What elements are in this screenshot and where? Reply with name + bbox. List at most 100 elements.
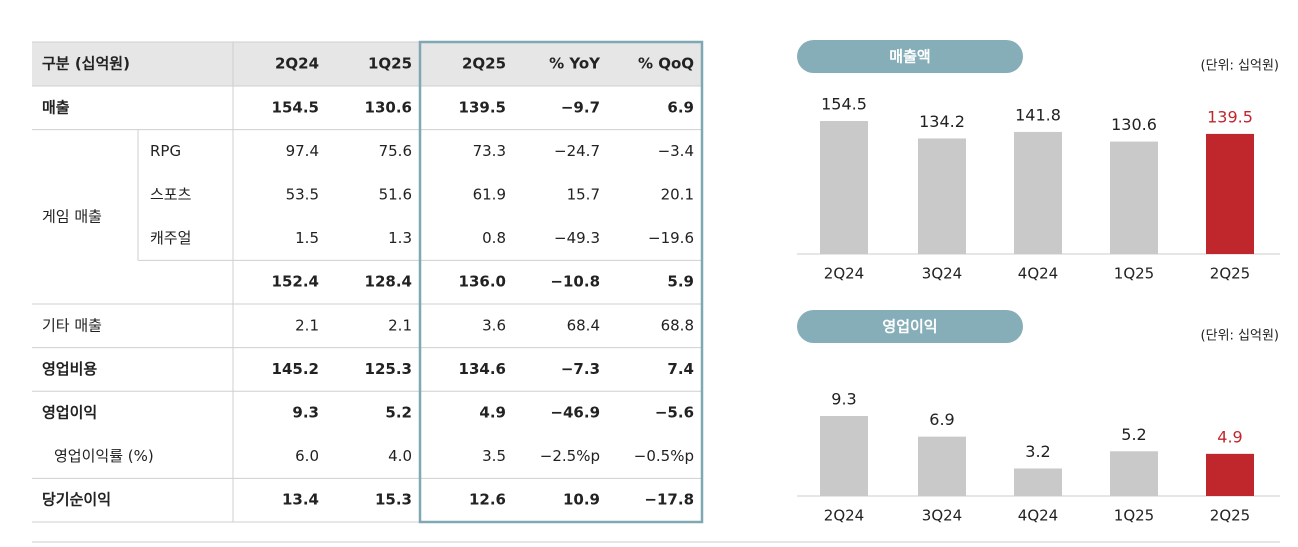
cell: 125.3 [365,360,412,378]
row-label: 영업비용 [42,360,97,378]
cell: 68.4 [567,316,600,334]
cell: 15.7 [567,186,600,204]
cell: 145.2 [272,360,319,378]
header-bg [32,42,702,86]
row-label: 캐주얼 [150,229,191,247]
x-tick-label: 3Q24 [922,507,962,525]
value-label: 134.2 [919,112,965,131]
header-cell: 1Q25 [368,55,412,73]
row-label: 매출 [42,98,70,116]
value-label: 130.6 [1111,115,1157,134]
cell: 134.6 [459,360,506,378]
cell: 73.3 [473,142,506,160]
bar [820,121,868,254]
x-tick-label: 2Q25 [1210,507,1250,525]
value-label: 3.2 [1025,442,1050,461]
bar [1014,468,1062,496]
row-label: RPG [150,142,181,160]
bar [1110,451,1158,496]
cell: 61.9 [473,186,506,204]
cell: −10.8 [550,273,600,291]
bar [820,416,868,496]
cell: 130.6 [365,98,412,116]
cell: 53.5 [286,186,319,204]
bar [1110,141,1158,254]
header-cell: 2Q25 [462,55,506,73]
cell: −17.8 [644,491,694,509]
row-label: 기타 매출 [42,316,102,334]
header-cell: 2Q24 [275,55,319,73]
cell: 7.4 [667,360,694,378]
bar [1206,453,1254,496]
cell: 5.9 [667,273,694,291]
cell: −19.6 [648,229,694,247]
cell: −49.3 [554,229,600,247]
cell: 9.3 [292,404,319,422]
cell: −2.5%p [540,447,600,465]
x-tick-label: 4Q24 [1018,265,1058,283]
cell: 20.1 [661,186,694,204]
cell: −0.5%p [634,447,694,465]
cell: 3.6 [482,316,506,334]
x-tick-label: 2Q24 [824,507,864,525]
cell: 1.5 [295,229,319,247]
chart-title-pill [797,40,1023,73]
cell: 13.4 [282,491,319,509]
value-label: 9.3 [831,390,856,409]
value-label: 6.9 [929,410,954,429]
value-label: 139.5 [1207,107,1253,126]
bar [918,138,966,254]
cell: 6.0 [295,447,319,465]
highlight-box [418,40,704,524]
cell: 97.4 [286,142,319,160]
cell: 4.9 [479,404,506,422]
chart-title-pill [797,310,1023,343]
row-label: 당기순이익 [42,491,111,509]
cell: 10.9 [563,491,600,509]
chart-title: 매출액 [889,48,930,66]
value-label: 5.2 [1121,425,1146,444]
cell: 5.2 [385,404,412,422]
value-label: 141.8 [1015,105,1061,124]
x-tick-label: 2Q25 [1210,265,1250,283]
group-label: 게임 매출 [42,207,102,225]
cell: 2.1 [295,316,319,334]
cell: −24.7 [554,142,600,160]
cell: 152.4 [272,273,319,291]
bar [1014,131,1062,254]
cell: 3.5 [482,447,506,465]
cell: 15.3 [375,491,412,509]
cell: 0.8 [482,229,506,247]
cell: 75.6 [379,142,412,160]
cell: 139.5 [459,98,506,116]
chart-subtitle: (단위: 십억원) [1201,59,1279,74]
header-cell: % QoQ [638,55,694,73]
x-tick-label: 3Q24 [922,265,962,283]
row-label: 스포츠 [150,186,192,204]
x-tick-label: 2Q24 [824,265,864,283]
cell: 128.4 [365,273,412,291]
chart-subtitle: (단위: 십억원) [1201,329,1279,344]
row-label: 영업이익률 (%) [54,447,154,465]
cell: −3.4 [658,142,694,160]
x-tick-label: 1Q25 [1114,265,1154,283]
cell: 4.0 [388,447,412,465]
bar [1206,133,1254,254]
cell: 154.5 [272,98,319,116]
header-cell: % YoY [549,55,601,73]
value-label: 4.9 [1217,427,1242,446]
cell: 12.6 [469,491,506,509]
cell: 6.9 [667,98,694,116]
cell: 51.6 [379,186,412,204]
cell: −9.7 [561,98,600,116]
cell: 2.1 [388,316,412,334]
row-label: 영업이익 [42,404,97,422]
cell: 136.0 [459,273,506,291]
x-tick-label: 4Q24 [1018,507,1058,525]
x-tick-label: 1Q25 [1114,507,1154,525]
cell: 68.8 [661,316,694,334]
cell: −46.9 [550,404,600,422]
chart-title: 영업이익 [882,318,937,336]
